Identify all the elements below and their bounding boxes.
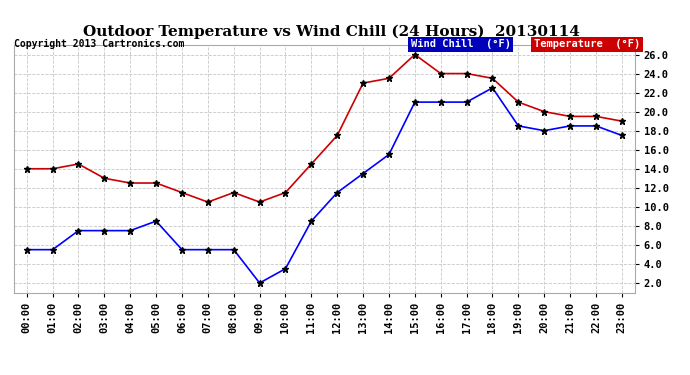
Text: Wind Chill  (°F): Wind Chill (°F) xyxy=(411,39,511,50)
Text: Copyright 2013 Cartronics.com: Copyright 2013 Cartronics.com xyxy=(14,39,184,50)
Text: Outdoor Temperature vs Wind Chill (24 Hours)  20130114: Outdoor Temperature vs Wind Chill (24 Ho… xyxy=(83,24,580,39)
Text: Temperature  (°F): Temperature (°F) xyxy=(534,39,640,50)
